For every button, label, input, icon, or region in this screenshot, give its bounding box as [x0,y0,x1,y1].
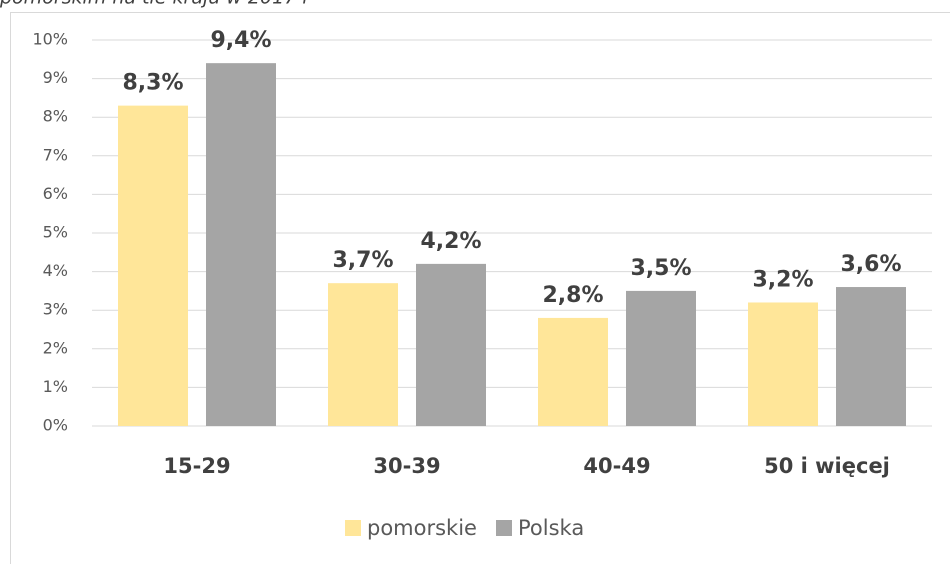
bar [328,283,398,426]
legend-label: Polska [518,516,584,540]
y-tick-label: 3% [43,300,68,319]
value-label: 3,6% [840,252,901,277]
bar [748,302,818,426]
x-tick-label: 30-39 [373,454,440,478]
y-tick-label: 7% [43,145,68,164]
value-label: 8,3% [122,71,183,96]
value-label: 3,5% [630,256,691,281]
y-tick-label: 5% [43,223,68,242]
y-tick-label: 4% [43,261,68,280]
bar [206,63,276,426]
legend-label: pomorskie [367,516,477,540]
value-label: 2,8% [542,283,603,308]
value-label: 9,4% [210,28,271,53]
value-label: 3,2% [752,267,813,292]
bar [118,105,188,427]
chart-title: pomorskim na tle kraju w 2017 r [0,0,311,9]
y-tick-label: 1% [43,377,68,396]
bar [836,287,906,426]
value-label: 4,2% [420,229,481,254]
x-tick-label: 15-29 [163,454,230,478]
legend-swatch [496,520,512,536]
y-tick-label: 2% [43,338,68,357]
value-label: 3,7% [332,248,393,273]
y-tick-label: 9% [43,68,68,87]
bar [626,290,696,426]
x-tick-label: 40-49 [583,454,650,478]
bar [538,317,608,426]
y-tick-label: 8% [43,107,68,126]
y-tick-label: 6% [43,184,68,203]
legend-swatch [345,520,361,536]
bar [416,263,486,426]
y-tick-label: 0% [43,416,68,435]
y-tick-label: 10% [32,30,68,49]
x-tick-label: 50 i więcej [764,454,890,478]
